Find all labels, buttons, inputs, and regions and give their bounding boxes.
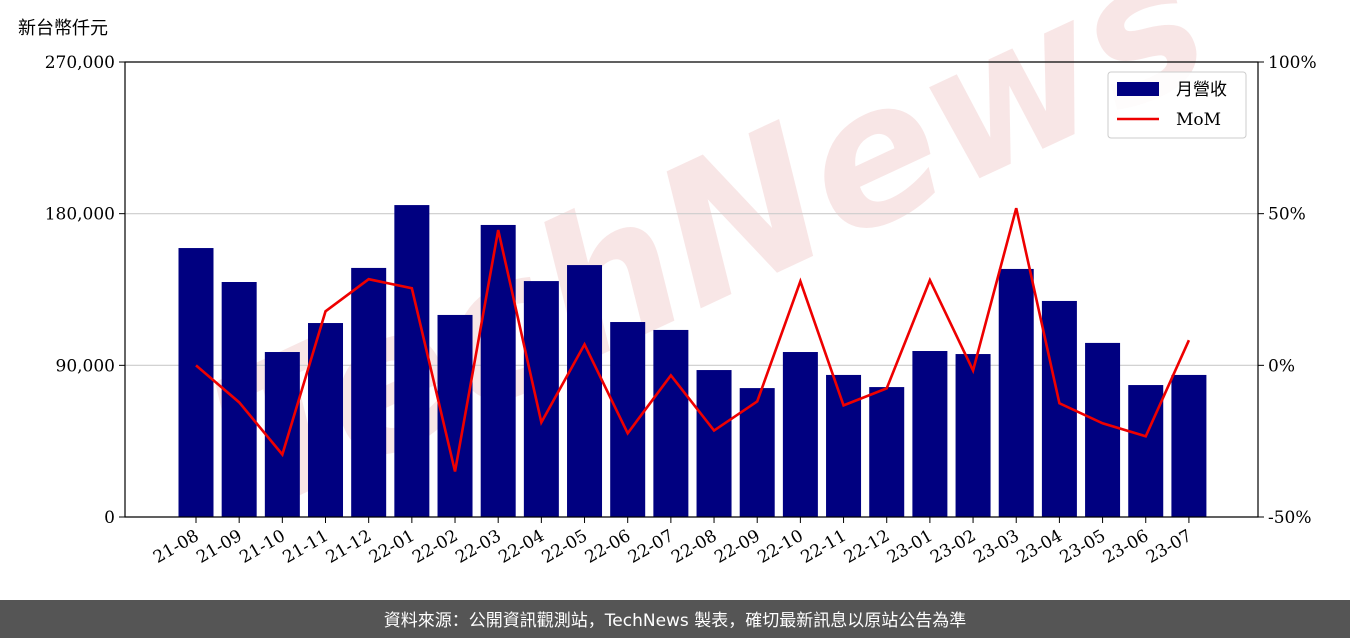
- bar: [480, 224, 516, 518]
- bar: [782, 352, 818, 517]
- x-tick-label: 23-01: [884, 526, 936, 568]
- bar: [1171, 374, 1207, 517]
- y-tick-label: 0: [104, 508, 115, 528]
- bar: [437, 314, 473, 517]
- x-tick-label: 22-02: [409, 526, 461, 568]
- y2-tick-label: 100%: [1268, 53, 1317, 73]
- bar: [178, 248, 214, 518]
- x-tick-label: 21-08: [150, 526, 202, 568]
- bar: [394, 205, 430, 518]
- x-tick-label: 22-08: [668, 526, 720, 568]
- bar: [696, 370, 732, 517]
- legend-swatch: [1117, 82, 1159, 96]
- x-tick-label: 22-05: [539, 526, 591, 568]
- x-tick-label: 23-02: [927, 526, 979, 568]
- legend-label: 月營收: [1176, 80, 1227, 100]
- bar: [351, 267, 387, 517]
- y-tick-label: 180,000: [45, 205, 115, 225]
- x-tick-label: 22-07: [625, 526, 677, 568]
- x-tick-label: 21-12: [323, 526, 375, 568]
- bar: [955, 354, 991, 517]
- bar: [1085, 342, 1121, 517]
- y-tick-label: 90,000: [56, 356, 115, 376]
- x-tick-label: 23-05: [1057, 526, 1109, 568]
- bar: [653, 329, 689, 517]
- x-tick-label: 23-06: [1100, 526, 1152, 568]
- bar: [567, 265, 603, 517]
- x-tick-label: 22-03: [452, 526, 504, 568]
- x-tick-label: 23-03: [970, 526, 1022, 568]
- plot-frame: [124, 61, 1259, 518]
- y2-tick-label: 50%: [1268, 205, 1306, 225]
- bar: [308, 323, 344, 517]
- y2-tick-label: 0%: [1268, 356, 1295, 376]
- line: [195, 207, 1191, 472]
- bar: [264, 352, 300, 517]
- bar: [826, 374, 862, 517]
- x-tick-label: 23-07: [1143, 526, 1195, 568]
- legend-label: MoM: [1176, 110, 1221, 130]
- x-tick-label: 22-01: [366, 526, 418, 568]
- x-tick-label: 22-09: [711, 526, 763, 568]
- x-tick-label: 22-11: [798, 526, 850, 568]
- bar: [998, 268, 1034, 517]
- y-axis-label: 新台幣仟元: [18, 18, 108, 39]
- x-tick-label: 22-12: [841, 526, 893, 568]
- x-tick-label: 22-04: [495, 526, 547, 568]
- y-tick-label: 270,000: [45, 53, 115, 73]
- footer: 資料來源：公開資訊觀測站，TechNews 製表，確切最新訊息以原站公告為準: [384, 611, 966, 631]
- bar: [221, 282, 257, 517]
- bar: [1128, 385, 1164, 517]
- y2-tick-label: -50%: [1268, 508, 1312, 528]
- bar: [610, 322, 646, 517]
- x-tick-label: 22-10: [754, 526, 806, 568]
- bar: [869, 387, 905, 517]
- bar: [912, 351, 948, 517]
- footer-bar: [0, 600, 1350, 638]
- x-tick-label: 23-04: [1013, 526, 1065, 568]
- bar: [739, 388, 775, 517]
- x-tick-label: 21-09: [193, 526, 245, 568]
- x-tick-label: 21-10: [236, 526, 288, 568]
- x-tick-label: 22-06: [582, 526, 634, 568]
